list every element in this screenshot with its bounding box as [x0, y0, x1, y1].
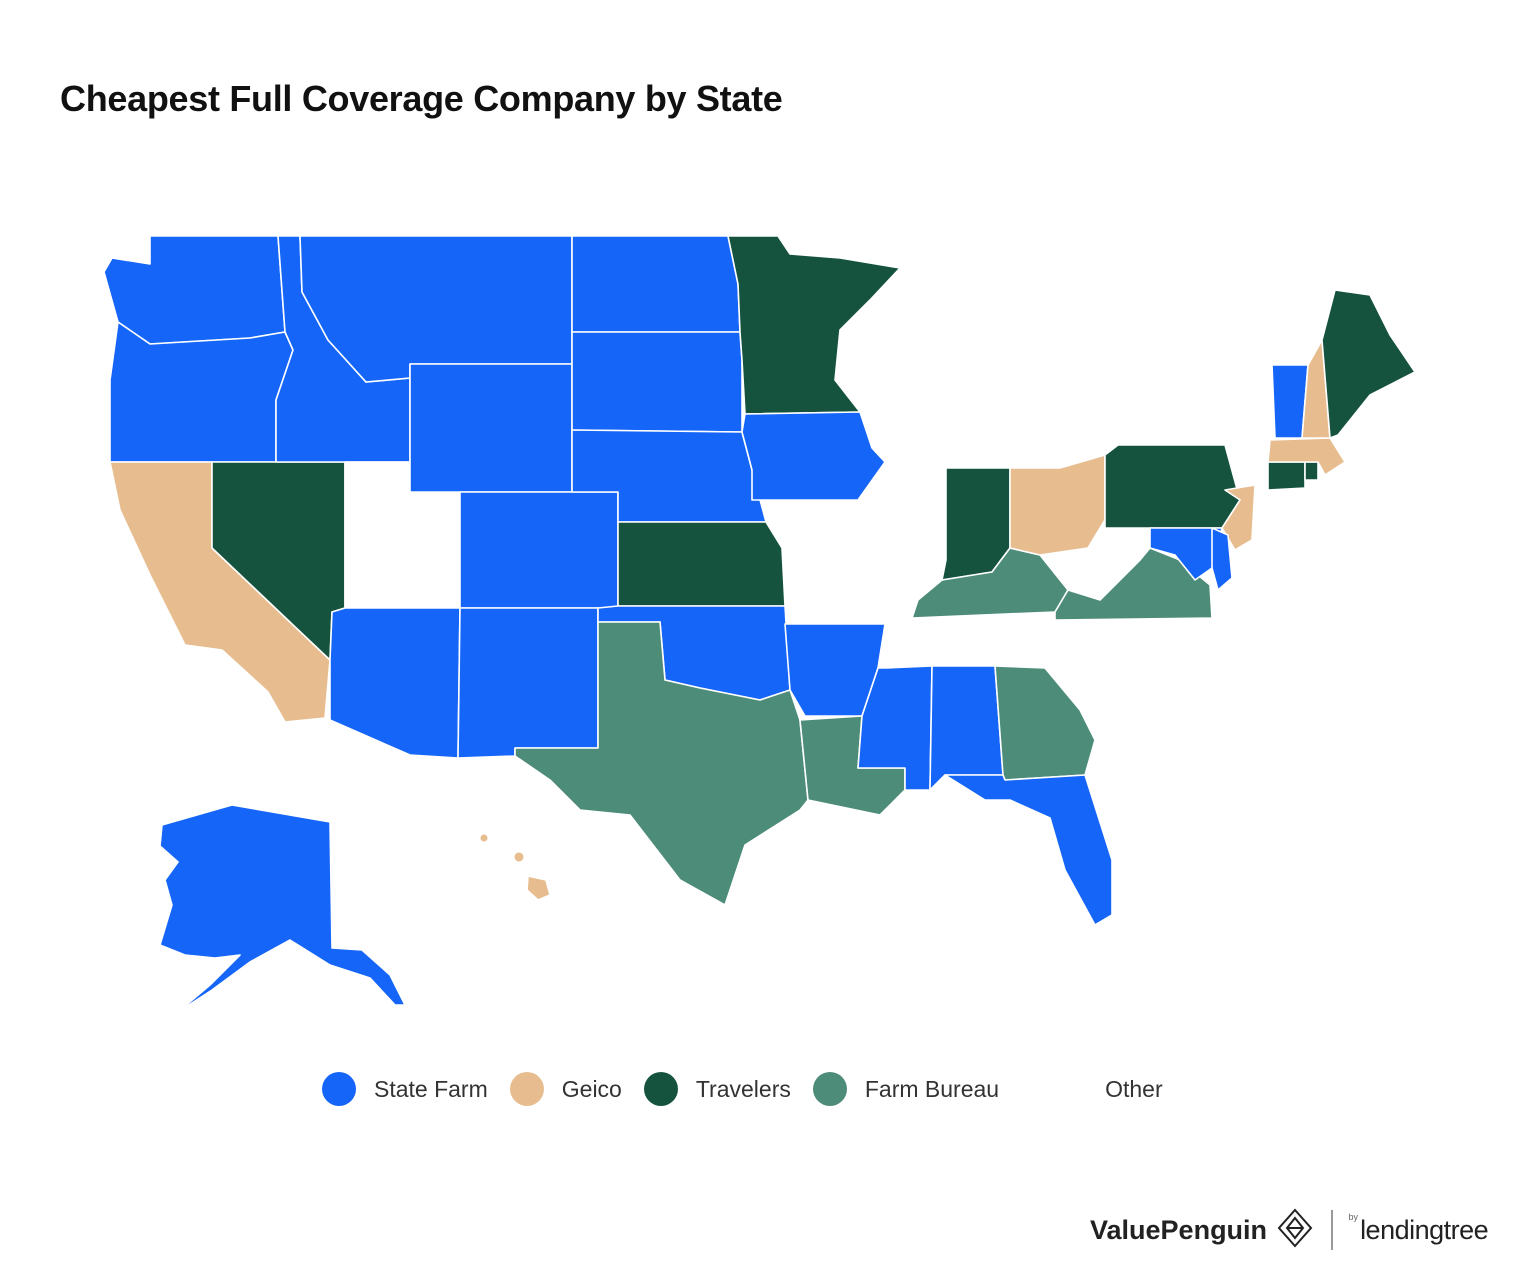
state-OH[interactable] — [1009, 454, 1106, 556]
state-GA[interactable] — [994, 665, 1096, 781]
state-MN[interactable] — [727, 235, 901, 415]
legend: State Farm Geico Travelers Farm Bureau O… — [322, 1072, 1185, 1106]
legend-item-travelers: Travelers — [643, 1072, 791, 1106]
hawaii-islet — [479, 833, 489, 843]
state-KS[interactable] — [617, 521, 786, 607]
state-NJ[interactable] — [1221, 484, 1256, 551]
state-AK[interactable] — [159, 804, 406, 1013]
state-TX[interactable] — [514, 621, 809, 906]
state-HI[interactable] — [526, 875, 551, 901]
state-WY[interactable] — [409, 363, 573, 493]
state-FL[interactable] — [944, 774, 1113, 926]
state-ME[interactable] — [1321, 289, 1416, 439]
lendingtree-wordmark: lendingtree — [1360, 1214, 1489, 1245]
state-NM[interactable] — [457, 607, 599, 759]
state-SD[interactable] — [571, 331, 743, 433]
legend-item-farm-bureau: Farm Bureau — [812, 1072, 1031, 1106]
valuepenguin-logo-icon — [1277, 1207, 1313, 1253]
legend-swatch — [812, 1072, 847, 1106]
brand-by: by — [1348, 1212, 1359, 1222]
state-OR[interactable] — [109, 321, 294, 463]
state-AL[interactable] — [929, 665, 1004, 791]
legend-label: Travelers — [695, 1075, 791, 1102]
state-CT[interactable] — [1267, 461, 1306, 491]
legend-label: Other — [1105, 1075, 1163, 1102]
legend-item-geico: Geico — [509, 1072, 622, 1106]
valuepenguin-wordmark: ValuePenguin — [1090, 1214, 1268, 1245]
state-VA[interactable] — [1054, 547, 1213, 621]
state-CO[interactable] — [459, 491, 619, 609]
legend-swatch — [322, 1072, 356, 1106]
brand-footer: ValuePenguin by lendingtree — [1090, 1200, 1489, 1260]
legend-item-state-farm: State Farm — [322, 1072, 488, 1106]
state-AZ[interactable] — [329, 607, 461, 759]
legend-label: Farm Bureau — [864, 1075, 1000, 1102]
legend-label: State Farm — [374, 1075, 488, 1102]
map-title: Cheapest Full Coverage Company by State — [60, 78, 783, 119]
legend-label: Geico — [561, 1075, 622, 1102]
state-WA[interactable] — [103, 235, 286, 345]
hawaii-islet — [513, 851, 525, 863]
legend-swatch — [509, 1072, 544, 1106]
legend-swatch — [643, 1072, 678, 1106]
legend-swatch — [1053, 1072, 1087, 1106]
state-ND[interactable] — [571, 235, 741, 333]
legend-item-other: Other — [1053, 1072, 1163, 1106]
state-DE[interactable] — [1211, 527, 1233, 591]
state-MD[interactable] — [1149, 527, 1223, 581]
state-RI[interactable] — [1304, 461, 1319, 481]
state-IA[interactable] — [741, 411, 886, 501]
state-PA[interactable] — [1104, 444, 1241, 529]
brand-divider — [1331, 1210, 1333, 1250]
